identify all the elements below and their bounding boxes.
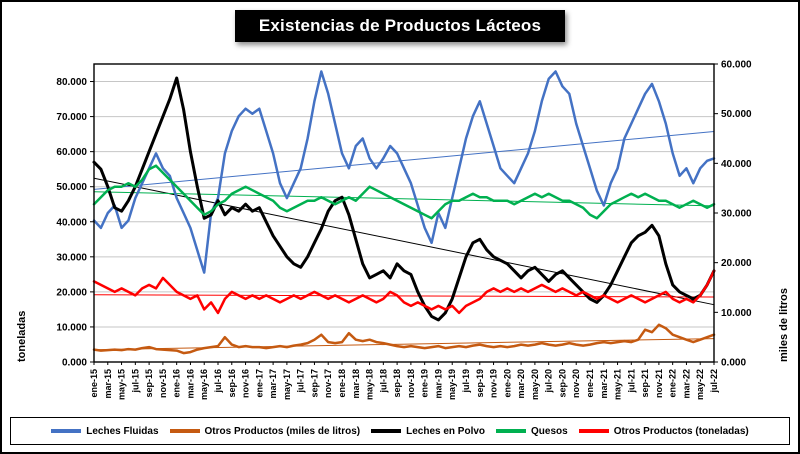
x-axis-tick-label: sep-15 xyxy=(144,369,154,398)
x-axis-tick-label: ene-22 xyxy=(668,369,678,398)
chart-title-bar: Existencias de Productos Lácteos xyxy=(2,10,798,42)
x-axis-tick-label: jul-19 xyxy=(461,369,471,394)
x-axis-tick-label: sep-17 xyxy=(309,369,319,398)
left-axis-tick-label: 20.000 xyxy=(56,287,87,298)
right-axis-tick-label: 20.000 xyxy=(721,258,752,269)
legend-item-leches-fluidas: Leches Fluidas xyxy=(51,425,159,437)
series-leches-en-polvo xyxy=(92,76,716,322)
x-axis-tick-label: jul-20 xyxy=(544,369,554,394)
x-axis-tick-label: sep-16 xyxy=(227,369,237,398)
chart-title: Existencias de Productos Lácteos xyxy=(234,10,566,42)
legend-label: Leches en Polvo xyxy=(406,425,486,437)
left-axis-tick-label: 0.000 xyxy=(62,358,87,369)
right-axis-tick-label: 40.000 xyxy=(721,159,752,170)
chart-legend: Leches Fluidas Otros Productos (miles de … xyxy=(10,417,790,445)
x-axis-tick-label: nov-15 xyxy=(158,369,168,398)
x-axis-tick-label: jul-18 xyxy=(378,369,388,394)
x-axis-tick-label: may-20 xyxy=(530,369,540,400)
right-axis-tick-label: 10.000 xyxy=(721,308,752,319)
x-axis-tick-label: ene-15 xyxy=(89,369,99,398)
right-axis-tick-label: 30.000 xyxy=(721,209,752,220)
legend-item-otros-productos-toneladas: Otros Productos (toneladas) xyxy=(578,425,749,437)
x-axis-tick-label: nov-20 xyxy=(571,369,581,398)
x-axis-tick-label: mar-21 xyxy=(599,369,609,399)
x-axis-tick-label: mar-15 xyxy=(103,369,113,399)
left-axis-tick-label: 50.000 xyxy=(56,182,87,193)
x-axis-tick-label: may-22 xyxy=(695,369,705,400)
x-axis-tick-label: may-18 xyxy=(365,369,375,400)
x-axis-tick-label: nov-21 xyxy=(654,369,664,398)
x-axis-tick-label: sep-21 xyxy=(640,369,650,398)
x-axis-tick-label: ene-17 xyxy=(254,369,264,398)
legend-swatch-otros-productos-miles-de-litros xyxy=(169,429,200,433)
x-axis-tick-label: may-17 xyxy=(282,369,292,400)
legend-label: Otros Productos (miles de litros) xyxy=(204,425,361,437)
series-leches-fluidas xyxy=(92,70,716,274)
x-axis-tick-label: mar-22 xyxy=(681,369,691,399)
right-axis-tick-label: 50.000 xyxy=(721,109,752,120)
legend-swatch-otros-productos-toneladas xyxy=(578,429,609,433)
x-axis-tick-label: jul-22 xyxy=(709,369,719,394)
left-axis-tick-label: 30.000 xyxy=(56,252,87,263)
x-axis-tick-label: jul-15 xyxy=(130,369,140,394)
legend-swatch-leches-fluidas xyxy=(51,429,82,433)
x-axis-tick-label: ene-21 xyxy=(585,369,595,398)
x-axis-tick-label: mar-18 xyxy=(351,369,361,399)
x-axis-tick-label: ene-16 xyxy=(172,369,182,398)
left-axis-tick-label: 40.000 xyxy=(56,217,87,228)
legend-item-leches-en-polvo: Leches en Polvo xyxy=(371,426,485,437)
x-axis-tick-label: sep-20 xyxy=(557,369,567,398)
legend-item-quesos: Quesos xyxy=(496,426,568,437)
x-axis-tick-label: ene-20 xyxy=(502,369,512,398)
legend-label: Leches Fluidas xyxy=(86,425,159,437)
legend-swatch-quesos xyxy=(496,429,527,433)
x-axis-tick-label: nov-16 xyxy=(241,369,251,398)
series-otros-productos-miles-de-litros xyxy=(92,323,716,355)
chart-canvas: 0.000 10.000 20.000 30.000 40.000 50.000 60.00… xyxy=(56,60,752,401)
x-axis-tick-label: sep-18 xyxy=(392,369,402,398)
x-axis-tick-label: may-19 xyxy=(447,369,457,400)
right-axis-title: miles de litros xyxy=(778,288,790,362)
x-axis-tick-label: may-15 xyxy=(117,369,127,400)
series-quesos xyxy=(92,164,716,220)
x-axis-tick-label: mar-19 xyxy=(433,369,443,399)
left-axis-tick-label: 60.000 xyxy=(56,147,87,158)
x-axis-tick-label: nov-19 xyxy=(489,369,499,398)
left-axis-tick-label: 10.000 xyxy=(56,322,87,333)
plot-area xyxy=(94,64,714,362)
right-axis-tick-label: 60.000 xyxy=(721,60,752,71)
legend-swatch-leches-en-polvo xyxy=(371,429,402,433)
series-otros-productos-toneladas xyxy=(92,269,716,315)
x-axis-tick-label: ene-18 xyxy=(337,369,347,398)
x-axis-tick-label: mar-17 xyxy=(268,369,278,399)
x-axis-tick-label: mar-20 xyxy=(516,369,526,399)
x-axis-tick-label: may-16 xyxy=(199,369,209,400)
x-axis-tick-label: jul-17 xyxy=(296,369,306,394)
left-axis-title: toneladas xyxy=(16,310,28,362)
left-axis-tick-label: 70.000 xyxy=(56,112,87,123)
x-axis-tick-label: jul-16 xyxy=(213,369,223,394)
right-axis-tick-label: 0.000 xyxy=(721,358,746,369)
x-axis-tick-label: may-21 xyxy=(613,369,623,400)
legend-label: Otros Productos (toneladas) xyxy=(613,425,749,437)
legend-label: Quesos xyxy=(531,425,568,437)
x-axis-tick-label: sep-19 xyxy=(475,369,485,398)
legend-item-otros-productos-miles-de-litros: Otros Productos (miles de litros) xyxy=(169,425,361,437)
x-axis-tick-label: ene-19 xyxy=(420,369,430,398)
trendline-otros-productos-miles-de-litros xyxy=(93,338,715,351)
x-axis-tick-label: nov-18 xyxy=(406,369,416,398)
x-axis-tick-label: mar-16 xyxy=(185,369,195,399)
x-axis-tick-label: nov-17 xyxy=(323,369,333,398)
left-axis-tick-label: 80.000 xyxy=(56,77,87,88)
x-axis-tick-label: jul-21 xyxy=(626,369,636,394)
